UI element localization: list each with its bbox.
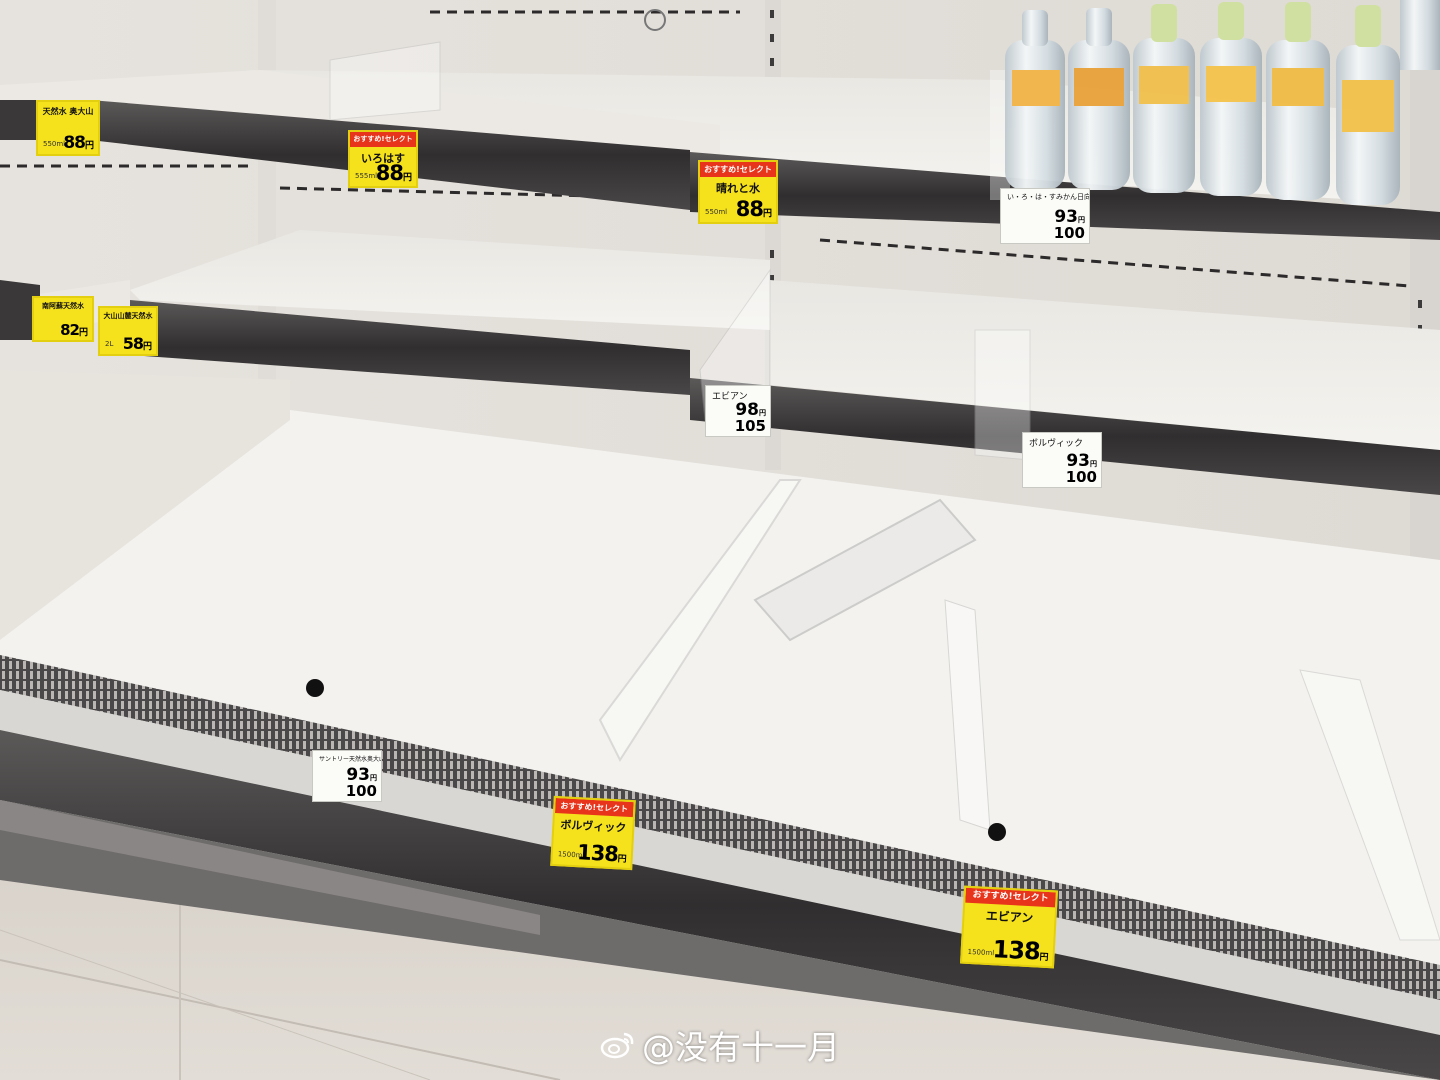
price-tag-irohasu-mikan: い・ろ・は・すみかん日向夏 93円 100 bbox=[1000, 188, 1090, 244]
front-rail bbox=[0, 730, 1440, 1080]
water-bottles bbox=[1005, 0, 1440, 205]
price-tag-volvic-mid: ボルヴィック 93円 100 bbox=[1022, 432, 1102, 488]
watermark-text: @没有十一月 bbox=[642, 1028, 840, 1067]
price-tag-suntory-bottom: サントリー天然水奥大山 93円 100 bbox=[312, 750, 382, 802]
price-tag-irohasu: おすすめ!セレクト いろはす 555ml 88円 bbox=[348, 130, 418, 188]
price-tag-tennensui: 天然水 奥大山 550ml 88円 bbox=[36, 100, 100, 156]
vent-grille bbox=[0, 655, 1440, 1000]
price-tag-left-82: 南阿蘇天然水 82円 bbox=[32, 296, 94, 342]
price-tag-volvic-bottom: おすすめ!セレクト ボルヴィック 1500ml 138円 bbox=[550, 795, 636, 871]
price-tag-evian-mid: エビアン 98円 105 bbox=[705, 385, 771, 437]
price-rail bbox=[130, 300, 690, 395]
price-tag-hareto-mizu: おすすめ!セレクト 晴れと水 550ml 88円 bbox=[698, 160, 778, 224]
price-tag-oyamada: 大山山麓天然水 2L 58円 bbox=[98, 306, 158, 356]
weibo-icon bbox=[600, 1032, 634, 1059]
price-tag-evian-bottom: おすすめ!セレクト エビアン 1500ml 138円 bbox=[960, 885, 1058, 969]
weibo-watermark: @没有十一月 bbox=[600, 1022, 840, 1068]
